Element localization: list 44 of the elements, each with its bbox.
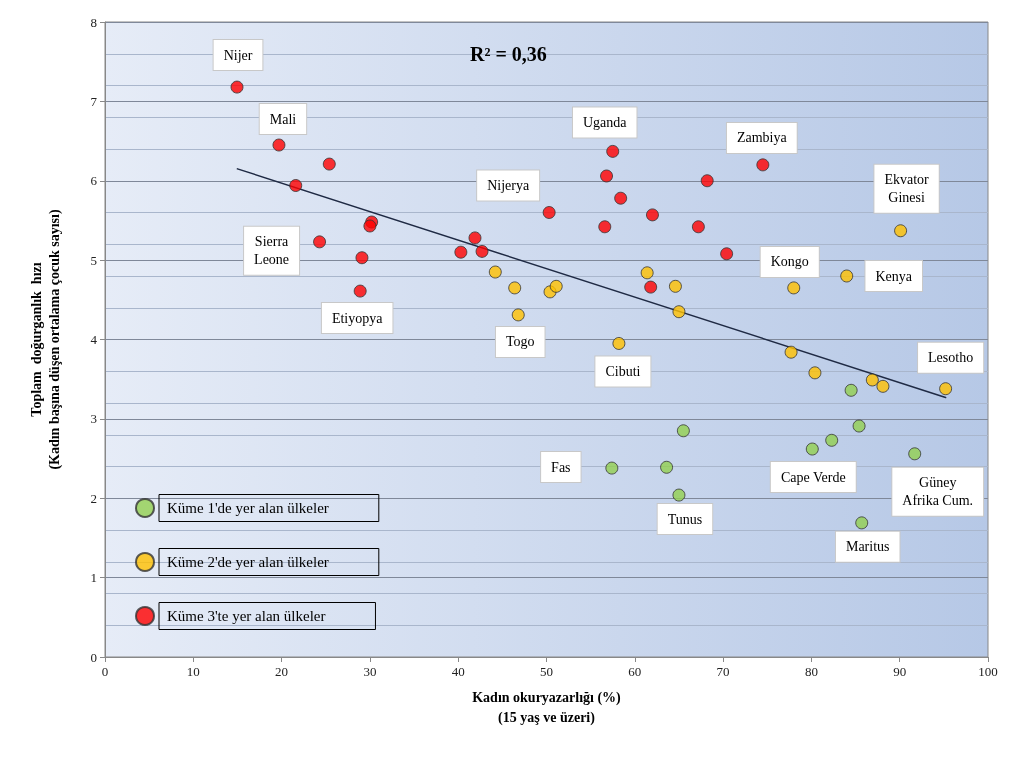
annotation: Zambiya [736,130,788,146]
annotation: Uganda [582,114,628,130]
annotation: Kongo [770,254,809,270]
annotation: Fas [551,459,571,475]
annotation: Nijer [223,47,253,63]
y-tick-label: 8 [90,14,97,30]
y-tick-label: 7 [90,93,98,109]
x-tick-label: 20 [275,664,289,679]
x-tick-label: 70 [716,664,730,679]
annotation: Mali [269,111,297,127]
x-tick-label: 60 [628,664,642,679]
y-tick-label: 4 [90,332,98,347]
annotation: Cibuti [605,363,641,379]
annotation: Tunus [667,511,703,527]
annotation: Etiyopya [331,310,384,326]
x-tick-label: 0 [101,664,109,679]
legend-label: Küme 2'de yer alan ülkeler [167,554,329,570]
y-tick-label: 6 [90,173,98,189]
annotation: Sierra Leone [254,234,290,268]
annotation: Ekvator Ginesi [884,172,930,206]
y-tick-label: 0 [90,649,97,665]
x-tick-label: 40 [451,664,465,679]
y-tick-label: 3 [90,411,97,427]
annotation: Cape Verde [780,469,846,485]
y-tick-label: 2 [90,490,97,506]
annotation: Lesotho [928,350,974,366]
x-tick-label: 90 [893,664,907,679]
x-tick-label: 80 [804,664,818,679]
annotation: Kenya [875,268,913,284]
x-tick-label: 100 [978,664,998,679]
legend-label: Küme 1'de yer alan ülkeler [167,500,329,516]
legend-label: Küme 3'te yer alan ülkeler [167,608,326,624]
x-axis-title: Kadın okuryazarlığı (%) (15 yaş ve üzeri) [472,689,622,726]
y-axis-title: Toplam doğurganlık hızı (Kadın başına düşen ortalama çocuk sayısı) [28,209,63,470]
x-tick-label: 30 [363,664,377,679]
annotation: Nijerya [487,178,530,193]
x-tick-label: 10 [186,664,200,679]
y-tick-label: 5 [90,252,97,268]
annotation: Maritus [845,539,890,555]
x-tick-label: 50 [540,664,553,679]
annotation: Güney Afrika Cum. [902,475,974,509]
y-tick-label: 1 [90,570,97,586]
annotation: R² = 0,36 [470,43,547,65]
annotation: Togo [505,334,535,350]
